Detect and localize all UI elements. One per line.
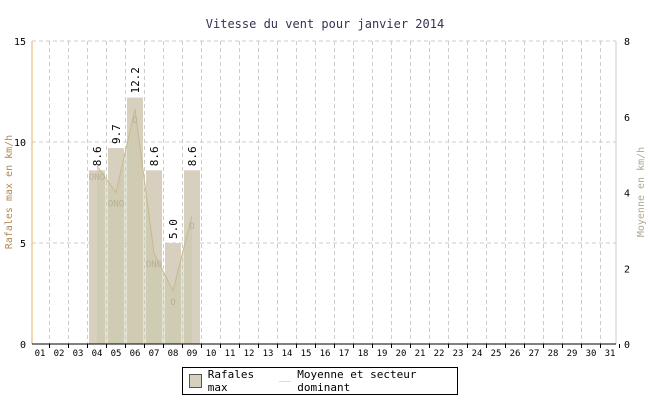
- legend-label-line: Moyenne et secteur dominant: [297, 368, 417, 394]
- x-tick-label: 11: [225, 349, 236, 359]
- direction-label: O: [170, 298, 175, 308]
- x-tick-label: 23: [453, 349, 464, 359]
- x-tick-label: 16: [320, 349, 331, 359]
- x-tick-label: 04: [92, 349, 103, 359]
- y-tick-label: 15: [14, 37, 26, 48]
- x-tick-label: 08: [168, 349, 179, 359]
- direction-label: O: [189, 222, 194, 232]
- x-tick-label: 07: [149, 349, 160, 359]
- x-tick-label: 05: [111, 349, 122, 359]
- x-tick-label: 12: [244, 349, 255, 359]
- x-tick-label: 18: [358, 349, 369, 359]
- bar-value-label: 9.7: [110, 124, 123, 144]
- y-tick-label: 10: [14, 138, 26, 149]
- legend-swatch-bars: [189, 374, 202, 388]
- x-tick-label: 30: [586, 349, 597, 359]
- x-tick-label: 24: [472, 349, 483, 359]
- y2-tick-label: 2: [624, 264, 630, 275]
- x-tick-label: 28: [548, 349, 559, 359]
- direction-label: ONO: [89, 173, 105, 183]
- legend: Rafales max Moyenne et secteur dominant: [182, 367, 458, 395]
- y2-axis-label: Moyenne en km/h: [636, 147, 647, 237]
- y2-tick-label: 4: [624, 189, 630, 200]
- x-tick-label: 14: [282, 349, 293, 359]
- x-tick-label: 26: [510, 349, 521, 359]
- x-tick-label: 13: [263, 349, 274, 359]
- chart-title: Vitesse du vent pour janvier 2014: [206, 17, 444, 31]
- legend-swatch-line: [278, 380, 292, 382]
- x-tick-label: 20: [396, 349, 407, 359]
- x-tick-label: 10: [206, 349, 217, 359]
- y-tick-label: 0: [20, 340, 26, 351]
- y-axis-label: Rafales max en km/h: [4, 135, 15, 249]
- y2-tick-label: 6: [624, 113, 630, 124]
- x-tick-label: 17: [339, 349, 350, 359]
- x-tick-label: 25: [491, 349, 502, 359]
- x-tick-label: 03: [73, 349, 84, 359]
- x-tick-label: 29: [567, 349, 578, 359]
- x-tick-label: 21: [415, 349, 426, 359]
- bar-value-label: 5.0: [167, 219, 180, 239]
- x-tick-label: 27: [529, 349, 540, 359]
- mean-line: [96, 109, 193, 293]
- bar-value-label: 8.6: [148, 146, 161, 166]
- x-tick-label: 09: [187, 349, 198, 359]
- bar-value-label: 8.6: [91, 146, 104, 166]
- x-tick-label: 15: [301, 349, 312, 359]
- legend-label-bars: Rafales max: [207, 368, 255, 394]
- x-tick-label: 06: [130, 349, 141, 359]
- y2-tick-label: 8: [624, 37, 630, 48]
- bar-value-label: 8.6: [186, 146, 199, 166]
- direction-label: O: [132, 116, 137, 126]
- direction-label: ONO: [146, 260, 162, 270]
- direction-label: ONO: [108, 200, 124, 210]
- y2-tick-label: 0: [624, 340, 630, 351]
- x-tick-label: 01: [35, 349, 46, 359]
- x-tick-label: 22: [434, 349, 445, 359]
- x-tick-label: 31: [605, 349, 616, 359]
- x-tick-label: 19: [377, 349, 388, 359]
- bar-value-label: 12.2: [129, 67, 142, 94]
- mean-area: [97, 109, 192, 344]
- y-tick-label: 5: [20, 239, 26, 250]
- x-tick-label: 02: [54, 349, 65, 359]
